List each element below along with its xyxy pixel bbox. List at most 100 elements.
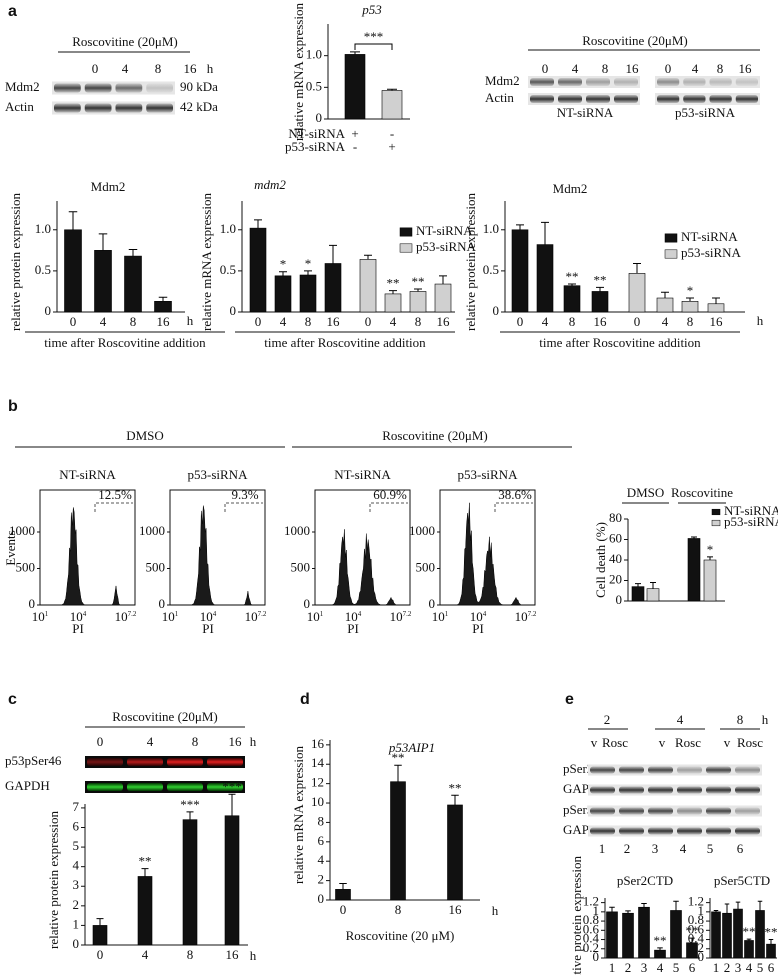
y-tick-label: 1 bbox=[698, 903, 705, 918]
chart-title: Mdm2 bbox=[91, 179, 126, 194]
x-tick-label: 104 bbox=[70, 609, 87, 624]
lane-label: 16 bbox=[229, 734, 243, 749]
error-bar bbox=[451, 794, 459, 805]
y-axis-label: relative mRNA expression bbox=[199, 193, 214, 331]
blot-band bbox=[127, 758, 163, 766]
treatment-label: v bbox=[724, 735, 731, 750]
blot-band bbox=[127, 783, 163, 791]
y-tick-label: 1 bbox=[593, 903, 600, 918]
y-axis-label: relative protein expression bbox=[463, 193, 478, 331]
y-tick-label: 0.5 bbox=[483, 262, 499, 277]
row-label: Mdm2 bbox=[5, 79, 40, 94]
x-tick-label: 107.2 bbox=[390, 609, 412, 624]
legend-swatch bbox=[711, 508, 721, 516]
lane-unit: h bbox=[207, 61, 214, 76]
panel-title: p53-siRNA bbox=[188, 467, 249, 482]
x-tick-label: 101 bbox=[32, 609, 49, 624]
x-tick-exp: 7.2 bbox=[258, 610, 267, 618]
bar bbox=[434, 283, 452, 313]
y-tick-label: 0 bbox=[429, 596, 436, 611]
significance: *** bbox=[180, 797, 200, 812]
y-tick-label: 6 bbox=[73, 818, 80, 833]
error-bar bbox=[689, 937, 695, 943]
panel-title: p53-siRNA bbox=[458, 467, 519, 482]
x-tick-label: 0 bbox=[70, 314, 77, 329]
y-tick-label: 80 bbox=[609, 510, 622, 525]
x-tick-label: 107.2 bbox=[245, 609, 267, 624]
significance: ** bbox=[594, 272, 607, 287]
size-label: 42 kDa bbox=[180, 99, 218, 114]
x-tick-exp: 1 bbox=[445, 610, 449, 618]
significance: ** bbox=[765, 925, 778, 940]
axis-label: PI bbox=[202, 621, 214, 636]
y-tick-label: 40 bbox=[609, 551, 622, 566]
blot-band bbox=[619, 766, 644, 774]
condition-label: p53-siRNA bbox=[285, 139, 346, 154]
x-tick-label: 0 bbox=[97, 947, 104, 962]
treatment-label: Rosc bbox=[602, 735, 628, 750]
blot-band bbox=[115, 83, 143, 93]
blot-band bbox=[706, 827, 731, 835]
panel-label: e bbox=[565, 691, 574, 708]
error-bar bbox=[712, 297, 720, 304]
significance: ** bbox=[686, 923, 699, 938]
significance: * bbox=[280, 257, 287, 272]
row-label: Actin bbox=[485, 90, 514, 105]
x-tick-label: 107.2 bbox=[115, 609, 137, 624]
x-tick-label: 8 bbox=[305, 314, 312, 329]
y-tick-label: 16 bbox=[311, 736, 325, 751]
blot-band bbox=[207, 758, 243, 766]
bar bbox=[563, 285, 581, 313]
y-tick-label: 500 bbox=[416, 559, 436, 574]
bar bbox=[631, 586, 645, 602]
x-tick-label: 101 bbox=[307, 609, 324, 624]
x-tick-label: 16 bbox=[449, 902, 463, 917]
row-label: Actin bbox=[5, 99, 34, 114]
error-bar bbox=[96, 918, 104, 926]
lane-label: 4 bbox=[680, 841, 687, 856]
blot-band bbox=[735, 766, 760, 774]
y-tick-label: 2 bbox=[73, 897, 80, 912]
blot-background bbox=[588, 784, 762, 796]
x-tick-exp: 1 bbox=[175, 610, 179, 618]
y-axis-label: relative protein expression bbox=[46, 811, 61, 949]
lane-unit: h bbox=[762, 712, 769, 727]
blot-band bbox=[648, 766, 673, 774]
blot-band bbox=[87, 783, 123, 791]
panel-label: a bbox=[8, 3, 17, 20]
error-bar bbox=[254, 219, 262, 229]
error-bar bbox=[713, 909, 719, 912]
blot-band bbox=[657, 78, 680, 86]
timepoint-label: 2 bbox=[604, 712, 611, 727]
y-tick-label: 7 bbox=[73, 799, 80, 814]
y-tick-label: 1000 bbox=[9, 523, 35, 538]
x-tick-label: 8 bbox=[187, 947, 194, 962]
blot-band bbox=[683, 95, 706, 103]
y-tick-label: 0 bbox=[318, 891, 325, 906]
bar bbox=[622, 912, 634, 959]
bar bbox=[154, 301, 172, 313]
x-tick-label: 16 bbox=[327, 314, 341, 329]
lane-label: 8 bbox=[192, 734, 199, 749]
blot-band bbox=[709, 95, 732, 103]
x-tick-exp: 7.2 bbox=[403, 610, 412, 618]
x-tick-label: 3 bbox=[735, 960, 742, 975]
y-tick-label: 1000 bbox=[409, 523, 435, 538]
x-tick-base: 10 bbox=[470, 609, 483, 624]
lane-label: 16 bbox=[184, 61, 198, 76]
significance: ** bbox=[139, 854, 152, 869]
x-tick-label: 0 bbox=[517, 314, 524, 329]
blot-band bbox=[590, 827, 615, 835]
error-bar bbox=[98, 233, 108, 251]
blot-background bbox=[588, 764, 762, 776]
comparison-bracket bbox=[354, 43, 393, 50]
bar bbox=[638, 906, 650, 959]
x-tick-label: 16 bbox=[594, 314, 608, 329]
bar bbox=[628, 273, 646, 313]
bar bbox=[766, 943, 776, 959]
y-axis-label: relative protein expression bbox=[569, 856, 584, 975]
blot-band bbox=[84, 83, 112, 93]
x-tick-label: 16 bbox=[710, 314, 724, 329]
error-bar bbox=[541, 221, 549, 245]
